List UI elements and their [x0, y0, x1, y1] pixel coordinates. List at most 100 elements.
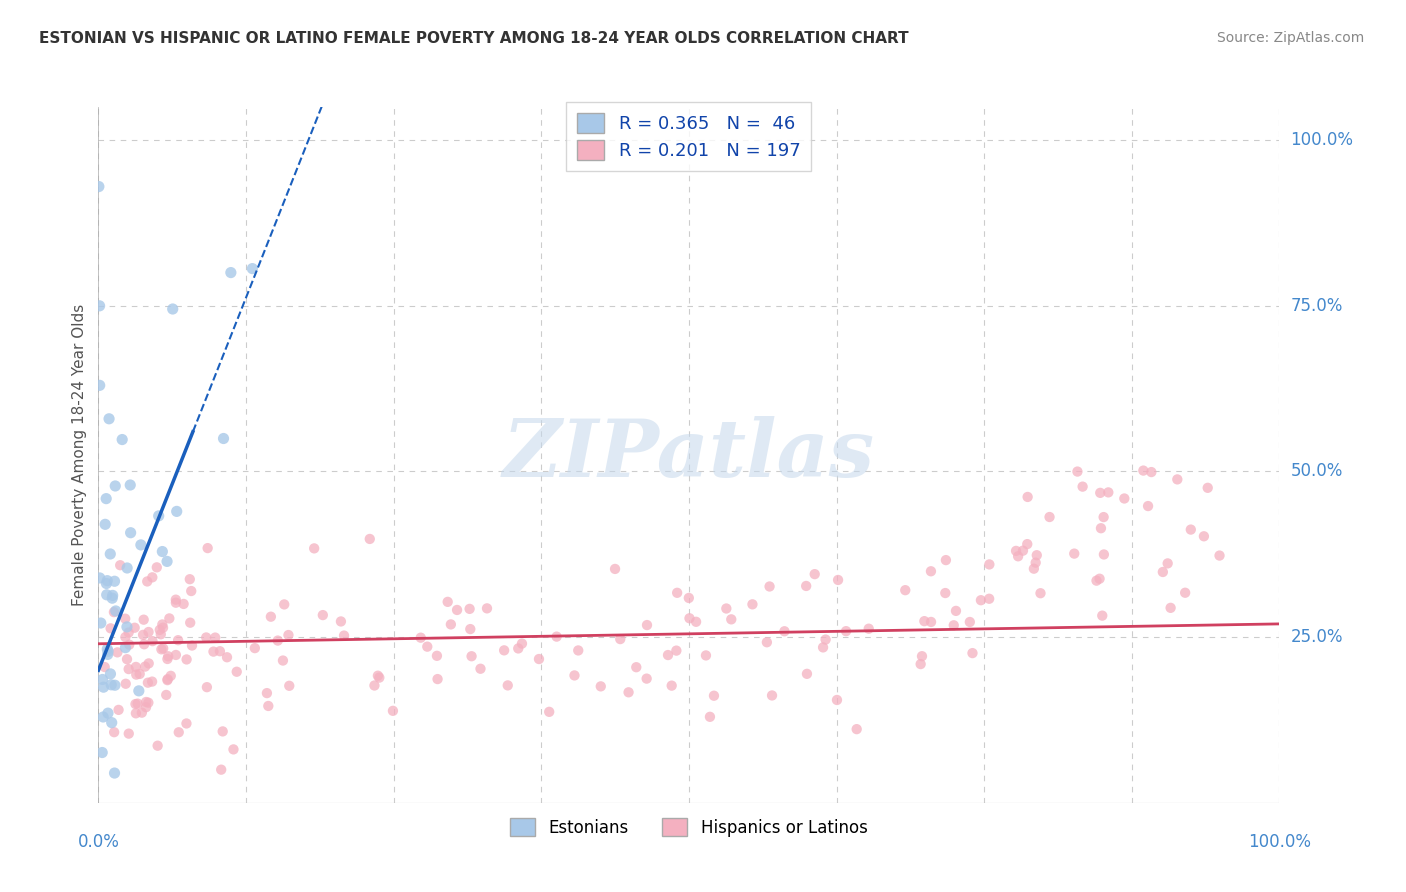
Point: [665, 643, 688, 657]
Point: [114, 612, 136, 626]
Point: [212, 432, 235, 446]
Point: [934, 586, 956, 600]
Text: 100.0%: 100.0%: [1291, 131, 1354, 149]
Point: [197, 541, 219, 555]
Point: [1017, 490, 1039, 504]
Point: [260, 609, 283, 624]
Point: [685, 615, 707, 629]
Point: [1140, 465, 1163, 479]
Point: [426, 648, 449, 663]
Point: [273, 598, 295, 612]
Point: [446, 603, 468, 617]
Point: [912, 614, 935, 628]
Point: [758, 579, 780, 593]
Text: 50.0%: 50.0%: [1291, 462, 1343, 481]
Legend: Estonians, Hispanics or Latinos: Estonians, Hispanics or Latinos: [503, 811, 875, 843]
Point: [103, 766, 125, 780]
Point: [204, 631, 226, 645]
Point: [678, 591, 700, 605]
Y-axis label: Female Poverty Among 18-24 Year Olds: Female Poverty Among 18-24 Year Olds: [72, 304, 87, 606]
Point: [155, 688, 177, 702]
Point: [494, 643, 516, 657]
Text: ZIPatlas: ZIPatlas: [503, 417, 875, 493]
Point: [96, 642, 118, 657]
Point: [510, 637, 533, 651]
Point: [208, 644, 231, 658]
Point: [1090, 521, 1112, 535]
Point: [128, 683, 150, 698]
Point: [567, 643, 589, 657]
Point: [96, 576, 118, 591]
Point: [910, 657, 932, 672]
Point: [159, 669, 181, 683]
Point: [381, 704, 404, 718]
Point: [979, 558, 1001, 572]
Point: [920, 564, 942, 578]
Point: [94, 517, 117, 532]
Point: [1022, 562, 1045, 576]
Point: [814, 632, 837, 647]
Point: [1174, 586, 1197, 600]
Point: [436, 595, 458, 609]
Point: [89, 571, 111, 585]
Point: [277, 628, 299, 642]
Point: [138, 657, 160, 671]
Point: [942, 618, 965, 632]
Point: [460, 649, 482, 664]
Point: [115, 620, 138, 634]
Point: [91, 746, 114, 760]
Point: [115, 652, 138, 666]
Point: [1097, 485, 1119, 500]
Point: [98, 547, 121, 561]
Point: [959, 615, 981, 629]
Point: [267, 633, 290, 648]
Point: [1156, 557, 1178, 571]
Point: [135, 695, 157, 709]
Point: [409, 631, 432, 645]
Point: [156, 554, 179, 568]
Point: [1166, 472, 1188, 486]
Point: [609, 632, 631, 646]
Point: [90, 615, 112, 630]
Point: [100, 666, 122, 681]
Point: [93, 660, 115, 674]
Point: [150, 544, 173, 558]
Point: [98, 411, 121, 425]
Point: [146, 739, 169, 753]
Point: [156, 652, 179, 666]
Point: [149, 623, 172, 637]
Point: [101, 588, 124, 602]
Point: [1092, 548, 1115, 562]
Point: [195, 680, 218, 694]
Point: [128, 667, 150, 681]
Point: [138, 696, 160, 710]
Point: [636, 618, 658, 632]
Point: [111, 433, 134, 447]
Point: [1088, 572, 1111, 586]
Point: [920, 615, 942, 629]
Point: [103, 725, 125, 739]
Point: [209, 763, 232, 777]
Point: [538, 705, 561, 719]
Point: [136, 574, 159, 589]
Point: [87, 179, 110, 194]
Text: 25.0%: 25.0%: [1291, 628, 1343, 646]
Point: [222, 742, 245, 756]
Point: [564, 668, 586, 682]
Point: [1197, 481, 1219, 495]
Point: [1071, 480, 1094, 494]
Point: [157, 649, 180, 664]
Point: [107, 703, 129, 717]
Point: [368, 671, 391, 685]
Point: [117, 625, 139, 640]
Point: [367, 669, 389, 683]
Point: [96, 574, 118, 588]
Point: [970, 593, 993, 607]
Point: [699, 710, 721, 724]
Point: [858, 622, 880, 636]
Point: [741, 597, 763, 611]
Point: [134, 659, 156, 673]
Point: [773, 624, 796, 639]
Point: [1192, 529, 1215, 543]
Point: [89, 299, 111, 313]
